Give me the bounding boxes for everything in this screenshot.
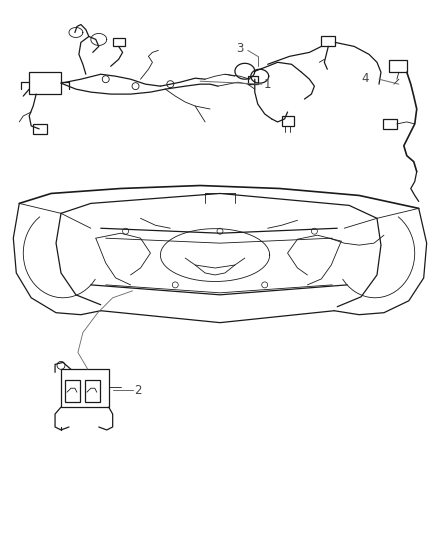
Bar bbox=[282, 116, 293, 126]
Bar bbox=[85, 380, 100, 402]
Text: 4: 4 bbox=[361, 72, 369, 85]
Bar bbox=[321, 36, 335, 46]
Text: 3: 3 bbox=[236, 42, 243, 55]
Bar bbox=[33, 124, 47, 134]
Bar bbox=[383, 119, 397, 129]
Bar bbox=[29, 72, 61, 94]
Text: 1: 1 bbox=[264, 78, 271, 91]
Bar bbox=[65, 380, 80, 402]
Bar bbox=[389, 60, 407, 72]
Bar bbox=[61, 369, 109, 407]
Bar bbox=[248, 76, 258, 84]
Text: 2: 2 bbox=[134, 384, 142, 397]
Bar bbox=[113, 38, 124, 46]
